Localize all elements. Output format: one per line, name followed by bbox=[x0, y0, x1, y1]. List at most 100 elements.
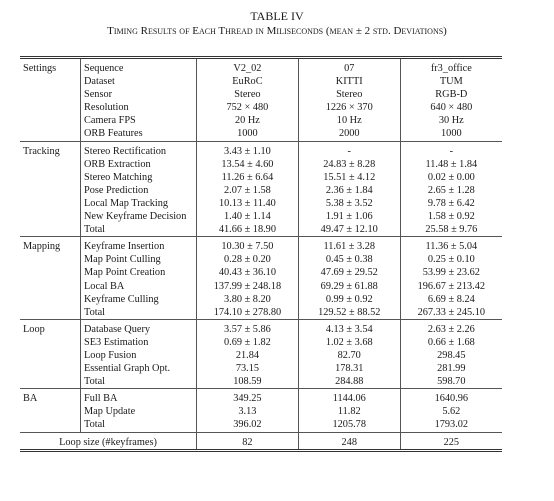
value-cell: - bbox=[298, 141, 401, 158]
value-cell: 2.07 ± 1.58 bbox=[196, 183, 299, 197]
table-row: Total 174.10 ± 278.80 129.52 ± 88.52 267.33… bbox=[20, 305, 502, 320]
value-cell: 20 Hz bbox=[196, 114, 299, 128]
footer-row: Loop size (#keyframes) 82 248 225 bbox=[20, 432, 502, 451]
row-label: Keyframe Culling bbox=[80, 292, 197, 306]
row-label: Map Update bbox=[80, 405, 197, 419]
table-row: ORB Extraction 13.54 ± 4.60 24.83 ± 8.28 11… bbox=[20, 157, 502, 171]
value-cell: 10.30 ± 7.50 bbox=[196, 236, 299, 254]
value-cell: 284.88 bbox=[298, 375, 401, 390]
table-row: Local Map Tracking 10.13 ± 11.40 5.38 ± 3.… bbox=[20, 196, 502, 211]
table-row: Map Point Creation 40.43 ± 36.10 47.69 ± 2… bbox=[20, 266, 502, 280]
table-row: Sensor Stereo Stereo RGB-D bbox=[20, 88, 502, 102]
value-cell: 3.13 bbox=[196, 405, 299, 419]
value-cell: 9.78 ± 6.42 bbox=[427, 197, 475, 209]
footer-label: Loop size (#keyframes) bbox=[20, 432, 197, 451]
value-cell: 137.99 ± 248.18 bbox=[196, 279, 299, 293]
row-label: Stereo Rectification bbox=[80, 141, 197, 158]
group-cell bbox=[20, 114, 81, 127]
value-cell: 0.45 ± 0.38 bbox=[298, 253, 401, 267]
table-row: New Keyframe Decision 1.40 ± 1.14 1.91 ± 1… bbox=[20, 210, 502, 224]
value-cell: 0.69 ± 1.82 bbox=[196, 335, 299, 349]
row-label: Camera FPS bbox=[80, 114, 197, 128]
value-cell: 1226 × 370 bbox=[298, 101, 401, 115]
group-label: BA bbox=[23, 393, 38, 405]
value-cell: 2.65 ± 1.28 bbox=[427, 184, 475, 196]
row-label: Loop Fusion bbox=[80, 348, 197, 363]
group-cell bbox=[20, 101, 81, 114]
value-cell: 640 × 480 bbox=[430, 102, 473, 114]
value-cell: 267.33 ± 245.10 bbox=[400, 305, 502, 320]
group-label: Tracking bbox=[23, 145, 60, 157]
value-cell: 82.70 bbox=[298, 348, 401, 363]
group-cell bbox=[20, 280, 81, 293]
table-row: Stereo Matching 11.26 ± 6.64 15.51 ± 4.12 0… bbox=[20, 170, 502, 184]
value-cell: 41.66 ± 18.90 bbox=[196, 223, 299, 238]
row-label: Total bbox=[80, 305, 197, 320]
value-cell: 11.82 bbox=[298, 405, 401, 419]
row-label: New Keyframe Decision bbox=[80, 210, 197, 224]
value-cell: - bbox=[449, 145, 454, 157]
group-cell bbox=[20, 305, 81, 320]
table-row: Loop Fusion 21.84 82.70 298.45 bbox=[20, 348, 502, 363]
value-cell: RGB-D bbox=[435, 89, 468, 101]
value-cell: 752 × 480 bbox=[196, 101, 299, 115]
value-cell: 1000 bbox=[400, 127, 502, 142]
value-cell: 40.43 ± 36.10 bbox=[196, 266, 299, 280]
table-row: Loop Database Query 3.57 ± 5.86 4.13 ± 3.54… bbox=[20, 319, 502, 336]
row-label: Stereo Matching bbox=[80, 170, 197, 184]
value-cell: Stereo bbox=[196, 88, 299, 102]
value-cell: 1640.96 bbox=[434, 393, 469, 405]
value-cell: 10 Hz bbox=[298, 114, 401, 128]
value-cell: 13.54 ± 4.60 bbox=[196, 157, 299, 171]
row-label: Keyframe Insertion bbox=[80, 236, 197, 254]
group-cell bbox=[20, 418, 81, 433]
value-cell: 11.36 ± 5.04 bbox=[425, 241, 478, 253]
row-label: Map Point Culling bbox=[80, 253, 197, 267]
table-row: Map Update 3.13 11.82 5.62 bbox=[20, 405, 502, 419]
group-cell bbox=[20, 210, 81, 223]
value-cell: 5.62 bbox=[442, 406, 461, 418]
row-label: Sequence bbox=[80, 57, 197, 76]
value-cell: 0.02 ± 0.00 bbox=[427, 171, 475, 183]
value-cell: V2_02 bbox=[196, 57, 299, 76]
value-cell: 0.99 ± 0.92 bbox=[298, 292, 401, 306]
value-cell: 3.80 ± 8.20 bbox=[196, 292, 299, 306]
table-row: Total 108.59 284.88 598.70 bbox=[20, 375, 502, 390]
value-cell: KITTI bbox=[298, 75, 401, 89]
row-label: Resolution bbox=[80, 101, 197, 115]
value-cell: 2.63 ± 2.26 bbox=[427, 323, 475, 335]
value-cell: 2.36 ± 1.84 bbox=[298, 183, 401, 197]
value-cell: 49.47 ± 12.10 bbox=[298, 223, 401, 238]
value-cell: 21.84 bbox=[196, 348, 299, 363]
value-cell: 1.58 ± 0.92 bbox=[427, 211, 475, 223]
value-cell: 1.02 ± 3.68 bbox=[298, 335, 401, 349]
value-cell: 598.70 bbox=[400, 375, 502, 390]
value-cell: 108.59 bbox=[196, 375, 299, 390]
table-row: ORB Features 1000 2000 1000 bbox=[20, 127, 502, 142]
value-cell: 47.69 ± 29.52 bbox=[298, 266, 401, 280]
value-cell: 25.58 ± 9.76 bbox=[400, 223, 502, 238]
value-cell: 11.61 ± 3.28 bbox=[298, 236, 401, 254]
value-cell: 0.25 ± 0.10 bbox=[427, 254, 475, 266]
row-label: Total bbox=[80, 418, 197, 433]
table-row: Settings Sequence V2_02 07 fr3_office bbox=[20, 57, 502, 76]
value-cell: 11.26 ± 6.64 bbox=[196, 170, 299, 184]
group-cell bbox=[20, 184, 81, 197]
row-label: Database Query bbox=[80, 319, 197, 336]
value-cell: 3.57 ± 5.86 bbox=[196, 319, 299, 336]
value-cell: 396.02 bbox=[196, 418, 299, 433]
row-label: Local BA bbox=[80, 279, 197, 293]
table-number: TABLE IV bbox=[250, 9, 304, 23]
row-label: Local Map Tracking bbox=[80, 196, 197, 211]
value-cell: 1.40 ± 1.14 bbox=[196, 210, 299, 224]
value-cell: fr3_office bbox=[430, 63, 472, 74]
row-label: Dataset bbox=[80, 75, 197, 89]
table-row: Resolution 752 × 480 1226 × 370 640 × 480 bbox=[20, 101, 502, 115]
value-cell: 30 Hz bbox=[438, 115, 464, 127]
value-cell: 1.91 ± 1.06 bbox=[298, 210, 401, 224]
group-cell bbox=[20, 336, 81, 349]
group-cell bbox=[20, 75, 81, 88]
value-cell: 82 bbox=[196, 432, 299, 451]
table-row: Dataset EuRoC KITTI TUM bbox=[20, 75, 502, 89]
value-cell: 53.99 ± 23.62 bbox=[422, 267, 480, 279]
